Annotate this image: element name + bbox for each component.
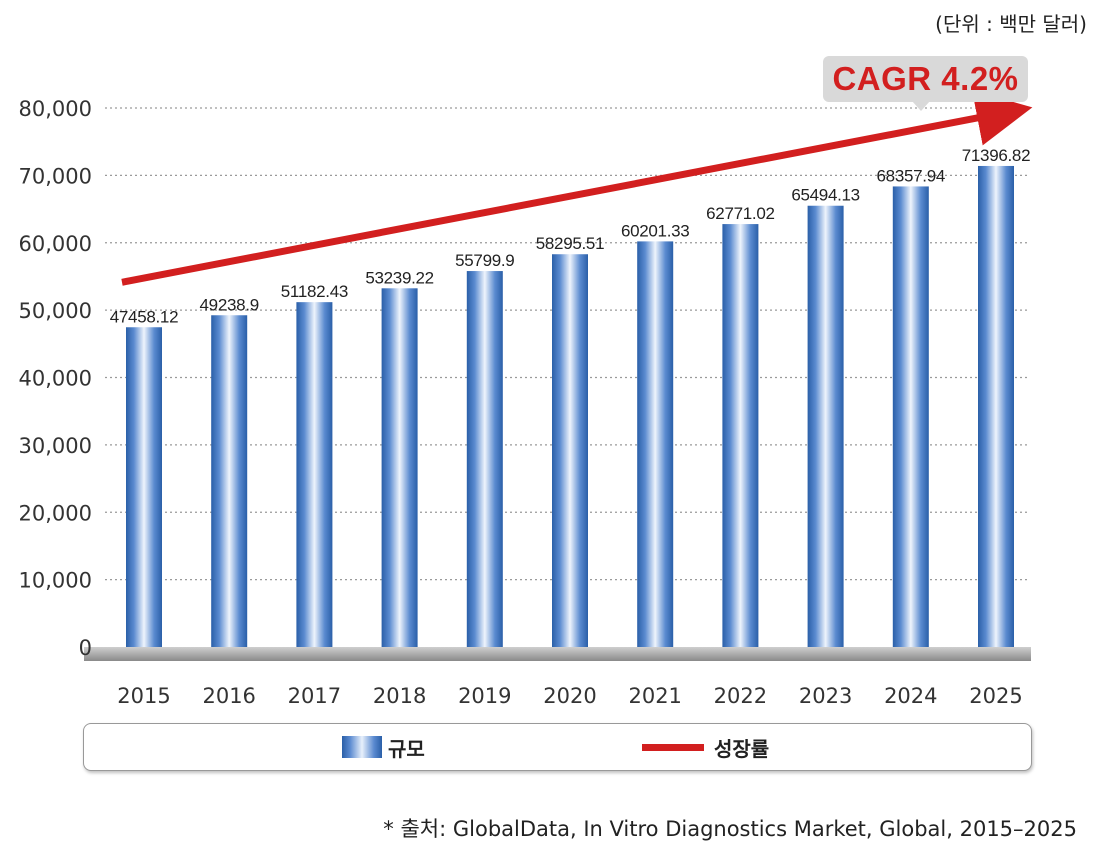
chart-legend: 규모 성장률 [83,723,1032,771]
legend-item-bar: 규모 [342,724,425,770]
legend-line-swatch [642,743,704,751]
x-tick-label: 2024 [884,684,937,708]
bar-value-label: 60201.33 [621,221,690,240]
bar-value-label: 55799.9 [455,251,514,270]
bar [722,224,759,647]
bar-value-label: 47458.12 [110,307,179,326]
y-tick-label: 80,000 [19,97,92,121]
y-tick-label: 40,000 [19,367,92,391]
x-tick-label: 2017 [288,684,341,708]
bar-value-label: 53239.22 [365,268,434,287]
x-tick-label: 2023 [799,684,852,708]
bar-value-label: 58295.51 [536,234,605,253]
legend-item-line: 성장률 [642,724,769,770]
y-tick-label: 70,000 [19,164,92,188]
x-tick-label: 2025 [969,684,1022,708]
bar-value-label: 49238.9 [200,295,259,314]
y-tick-label: 20,000 [19,501,92,525]
bar [892,186,929,647]
source-note: * 출처: GlobalData, In Vitro Diagnostics M… [383,817,1077,841]
growth-trend-arrow [121,90,1033,286]
bar [978,165,1014,647]
x-tick-label: 2015 [117,684,170,708]
x-tick-label: 2018 [373,684,426,708]
unit-label: (단위 : 백만 달러) [935,12,1087,36]
bar [552,254,588,647]
bar-chart: 0 10,000 20,000 30,000 40,000 50,000 60,000 70,… [19,90,1033,708]
bar-value-label: 51182.43 [281,282,348,301]
bar [466,271,503,647]
x-tick-label: 2019 [458,684,511,708]
legend-line-label: 성장률 [714,736,770,761]
y-tick-label: 50,000 [19,299,92,323]
bar [211,315,248,647]
y-tick-label: 60,000 [19,232,92,256]
legend-bar-swatch [342,736,382,758]
bar-value-label: 68357.94 [877,166,946,185]
bar [381,288,418,647]
cagr-callout: CAGR 4.2% [823,56,1028,102]
bar [126,327,162,647]
x-tick-label: 2021 [628,684,681,708]
bar-value-label: 62771.02 [706,204,775,223]
bar-value-label: 65494.13 [791,186,860,205]
bar-value-label: 71396.82 [962,146,1031,165]
x-tick-label: 2022 [714,684,767,708]
y-tick-label: 30,000 [19,434,92,458]
cagr-callout-pointer [912,101,930,111]
bar [637,241,674,647]
x-tick-label: 2020 [543,684,596,708]
legend-bar-label: 규모 [388,736,425,761]
bar [296,302,333,647]
chart-floor [84,647,1031,661]
bar [807,205,844,648]
y-tick-label: 10,000 [19,569,92,593]
y-tick-label: 0 [79,636,92,660]
x-tick-label: 2016 [202,684,255,708]
